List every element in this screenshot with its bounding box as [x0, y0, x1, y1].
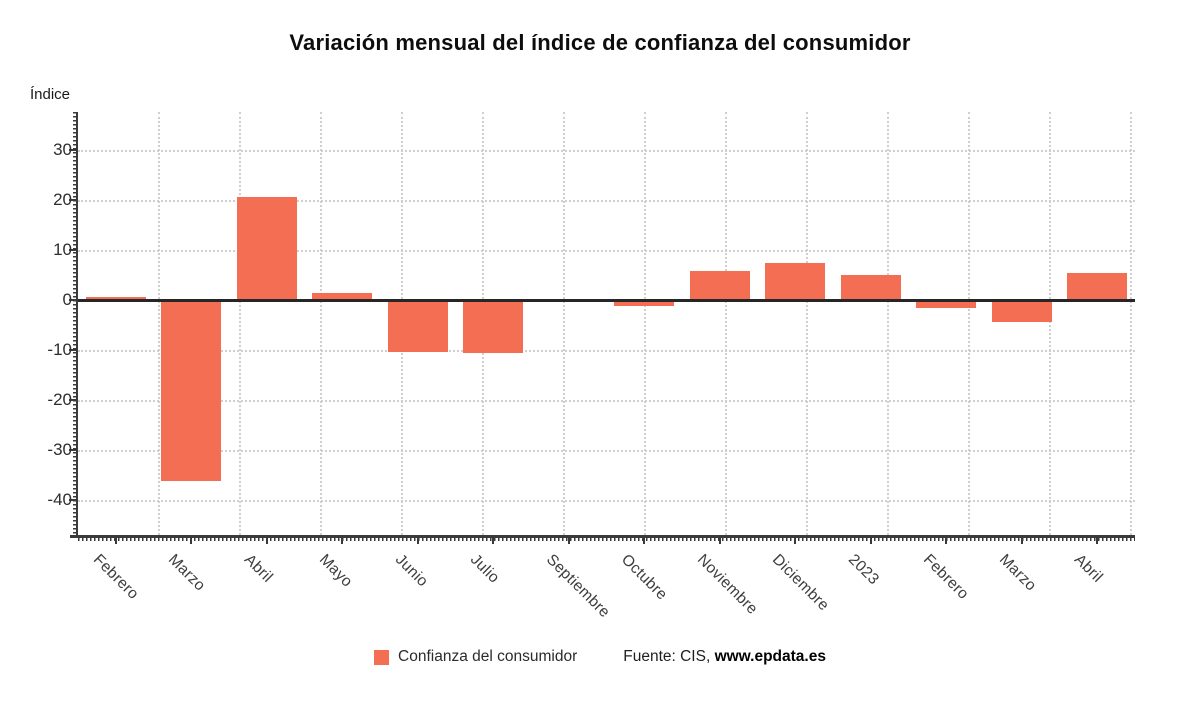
x-tick-label-abril: Abril	[240, 551, 276, 587]
bar-junio[interactable]	[387, 300, 448, 352]
legend-label: Confianza del consumidor	[398, 648, 578, 665]
y-gridline	[78, 200, 1135, 202]
bar-abril[interactable]	[1067, 273, 1128, 300]
x-axis-tick	[190, 538, 193, 544]
legend-row: Confianza del consumidor Fuente: CIS, ww…	[0, 648, 1200, 666]
y-axis-tick	[69, 249, 76, 251]
x-axis-tick	[416, 538, 419, 544]
x-gridline	[806, 112, 808, 535]
plot-area: 30 20 10 0 -10 -20 -30 -40 Febrero Marzo Abril Mayo…	[47, 112, 1135, 621]
y-axis-tick	[69, 499, 76, 501]
x-axis-tick	[718, 538, 721, 544]
x-tick-label-abril: Abril	[1071, 551, 1107, 587]
x-tick-label-diciembre: Diciembre	[769, 551, 833, 615]
bar-noviembre[interactable]	[689, 271, 750, 300]
x-tick-label-noviembre: Noviembre	[693, 551, 761, 618]
y-gridline	[78, 250, 1135, 252]
y-axis-tick	[69, 149, 76, 151]
x-gridline	[239, 112, 241, 535]
x-axis-tick	[1096, 538, 1099, 544]
bar-febrero[interactable]	[85, 297, 146, 300]
bar-2023[interactable]	[840, 275, 901, 300]
x-tick-label-octubre: Octubre	[618, 551, 671, 604]
x-tick-label-mayo: Mayo	[316, 551, 356, 591]
x-gridline	[725, 112, 727, 535]
y-axis-line	[76, 112, 78, 535]
y-axis-tick	[69, 299, 76, 301]
x-tick-label-marzo: Marzo	[995, 551, 1040, 595]
y-tick-label: 20	[53, 190, 72, 209]
chart-title: Variación mensual del índice de confianz…	[289, 30, 911, 55]
bar-diciembre[interactable]	[765, 262, 826, 300]
x-tick-label-2023: 2023	[844, 551, 882, 589]
x-gridline	[887, 112, 889, 535]
x-axis-tick	[341, 538, 344, 544]
x-gridline	[320, 112, 322, 535]
y-tick-label: 10	[53, 240, 72, 259]
bar-febrero[interactable]	[916, 300, 977, 308]
y-tick-label: -30	[47, 440, 72, 459]
x-axis-tick	[794, 538, 797, 544]
y-axis-minor-ticks	[73, 112, 76, 535]
source-text: Fuente: CIS, www.epdata.es	[623, 648, 826, 666]
y-tick-label: 30	[53, 140, 72, 159]
y-axis-tick	[69, 449, 76, 451]
x-tick-label-septiembre: Septiembre	[542, 551, 613, 622]
x-axis-tick	[945, 538, 948, 544]
y-tick-label: -20	[47, 390, 72, 409]
source-prefix: Fuente: CIS,	[623, 648, 715, 665]
x-axis-tick	[265, 538, 268, 544]
bar-octubre[interactable]	[614, 300, 675, 306]
bar-abril[interactable]	[236, 196, 297, 300]
x-tick-label-junio: Junio	[391, 551, 432, 591]
x-axis-minor-ticks	[78, 538, 1135, 541]
y-axis-unit-label: Índice	[30, 86, 71, 103]
x-axis-tick	[869, 538, 872, 544]
legend-item-confianza[interactable]: Confianza del consumidor	[374, 648, 577, 666]
x-tick-label-febrero: Febrero	[89, 551, 142, 603]
y-gridline	[78, 150, 1135, 152]
y-gridline	[78, 500, 1135, 502]
x-tick-label-marzo: Marzo	[165, 551, 209, 595]
y-gridline	[78, 350, 1135, 352]
bar-julio[interactable]	[463, 300, 524, 353]
y-tick-label: 0	[62, 290, 72, 309]
zero-baseline	[78, 299, 1135, 302]
y-tick-label: -40	[47, 490, 72, 509]
x-tick-label-julio: Julio	[467, 551, 503, 587]
y-tick-label: -10	[47, 340, 72, 359]
bar-marzo[interactable]	[161, 300, 222, 481]
x-gridline	[1130, 112, 1132, 535]
x-axis-tick	[492, 538, 495, 544]
source-link: www.epdata.es	[714, 648, 826, 665]
x-axis-tick	[1020, 538, 1023, 544]
y-axis-tick	[69, 199, 76, 201]
x-gridline	[158, 112, 160, 535]
x-axis-tick	[114, 538, 117, 544]
x-gridline	[644, 112, 646, 535]
x-gridline	[968, 112, 970, 535]
legend-swatch-icon	[374, 649, 390, 665]
x-axis-line	[70, 535, 1135, 538]
x-axis-tick	[643, 538, 646, 544]
y-gridline	[78, 450, 1135, 452]
x-tick-label-febrero: Febrero	[920, 551, 973, 603]
bar-mayo[interactable]	[312, 293, 373, 300]
x-gridline	[563, 112, 565, 535]
y-axis-tick	[69, 349, 76, 351]
x-axis-tick	[567, 538, 570, 544]
bar-marzo[interactable]	[991, 300, 1052, 322]
y-axis-tick	[69, 399, 76, 401]
x-gridline	[1049, 112, 1051, 535]
y-gridline	[78, 400, 1135, 402]
